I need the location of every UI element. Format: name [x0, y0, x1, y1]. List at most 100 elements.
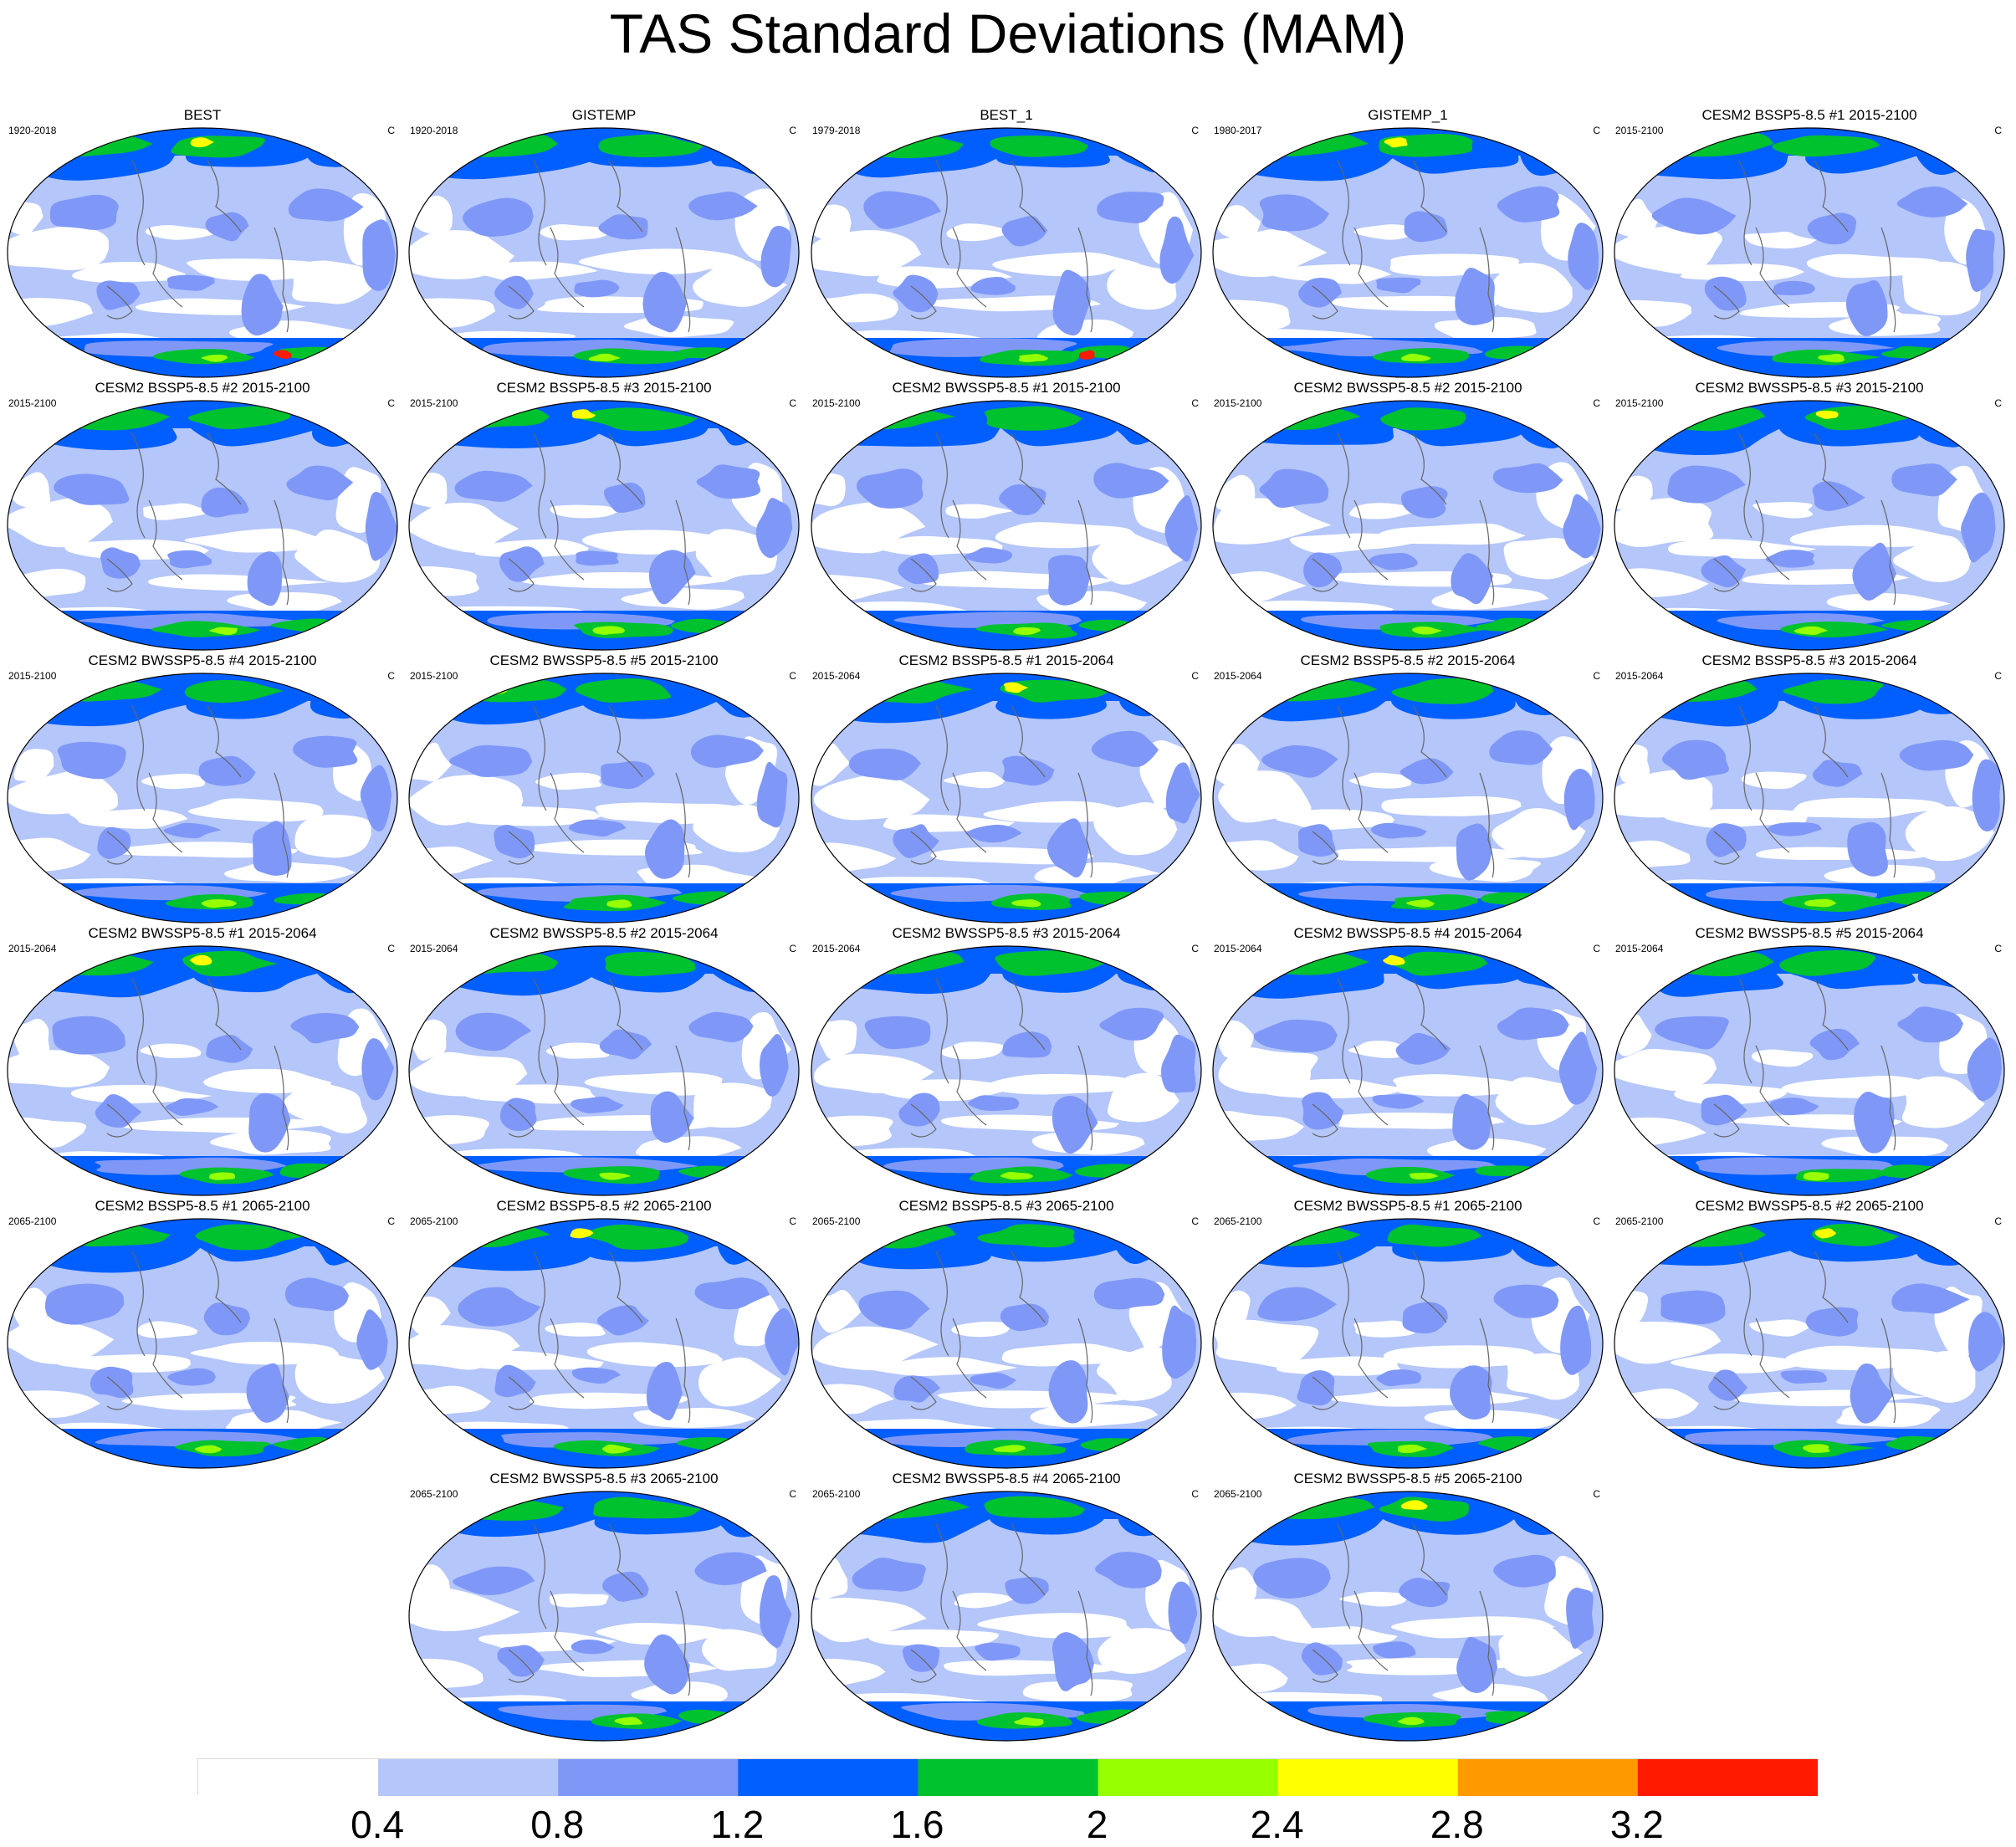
land-variability-patch: [497, 1645, 545, 1677]
coastline: [207, 705, 242, 778]
panel-title: CESM2 BWSSP5-8.5 #4 2015-2100: [88, 652, 317, 668]
coastline: [550, 1045, 585, 1126]
land-variability-patch: [1660, 1290, 1726, 1325]
north-very-high-patch: [437, 678, 567, 703]
world-map: [7, 127, 398, 378]
map-border: [811, 673, 1202, 924]
panel-title: CESM2 BSSP5-8.5 #3 2015-2100: [496, 380, 712, 396]
south-mid-patch: [1286, 1429, 1495, 1447]
map-border: [1614, 673, 2005, 924]
land-variability-patch: [1812, 760, 1863, 787]
land-variability-patch: [1376, 277, 1421, 294]
low-variability-patch: [108, 842, 299, 858]
low-variability-patch: [811, 502, 926, 554]
coastline: [675, 499, 691, 606]
north-very-high-patch: [1387, 1224, 1482, 1247]
south-very-high-patch: [1390, 894, 1478, 911]
land-variability-patch: [206, 1034, 253, 1063]
land-variability-patch: [458, 1287, 541, 1327]
panel-units: C: [789, 670, 796, 682]
land-variability-patch: [1497, 1007, 1569, 1041]
north-very-high-patch: [995, 950, 1104, 976]
north-very-high-patch: [1772, 135, 1881, 157]
low-variability-patch: [868, 1629, 1000, 1648]
land-variability-patch: [1899, 739, 1974, 771]
map-field: [409, 1219, 799, 1468]
land-variability-patch: [1395, 1032, 1451, 1065]
north-peak-patch: [1384, 137, 1408, 148]
low-variability-patch: [184, 528, 329, 553]
coastline: [131, 1251, 146, 1357]
low-variability-patch: [186, 258, 321, 281]
coastline: [1011, 705, 1046, 778]
land-variability-patch: [571, 1367, 621, 1384]
coastline: [1713, 1376, 1740, 1410]
panel-title: BEST_1: [980, 107, 1033, 123]
land-variability-patch: [604, 482, 646, 513]
panel-units: C: [789, 1215, 796, 1227]
coastline: [1814, 432, 1849, 505]
panel-title: CESM2 BSSP5-8.5 #2 2015-2100: [95, 380, 310, 396]
world-map: [1212, 945, 1604, 1196]
map-field: [1213, 946, 1603, 1195]
low-variability-patch: [1892, 1350, 1976, 1403]
land-variability-patch: [1706, 823, 1747, 857]
coastline: [1814, 160, 1849, 233]
coastline: [1077, 1590, 1093, 1696]
north-extreme-patch: [455, 136, 496, 149]
map-panel: GISTEMP_1 1980-2017 C: [1207, 107, 1609, 380]
north-high-patch: [304, 128, 371, 167]
land-variability-patch: [1253, 1558, 1331, 1599]
north-very-high-patch: [187, 406, 292, 430]
map-panel: CESM2 BWSSP5-8.5 #3 2015-2100 2015-2100 C: [1609, 380, 2010, 652]
map-border: [7, 673, 398, 924]
coastline: [910, 1376, 937, 1410]
low-variability-patch: [811, 1598, 927, 1643]
map-field: [811, 401, 1201, 650]
map-panel: CESM2 BSSP5-8.5 #3 2015-2100 2015-2100 C: [403, 380, 805, 652]
low-variability-patch: [693, 259, 787, 307]
land-variability-patch: [1005, 1577, 1049, 1604]
land-variability-patch: [968, 1095, 1020, 1111]
low-variability-patch: [460, 1084, 596, 1104]
low-variability-patch: [142, 503, 214, 520]
panel-period: 2015-2064: [8, 943, 57, 954]
low-variability-patch: [203, 1068, 331, 1093]
coastline: [106, 831, 133, 865]
land-variability-patch: [201, 487, 249, 518]
land-variability-patch: [165, 1097, 219, 1116]
north-extreme-patch: [1661, 681, 1699, 695]
land-variability-patch: [1456, 823, 1492, 881]
land-variability-patch: [1497, 186, 1560, 223]
low-variability-patch: [1614, 498, 1714, 547]
low-variability-patch: [545, 1323, 606, 1337]
colorbar-swatch: [198, 1759, 379, 1796]
coastline: [508, 1649, 535, 1683]
land-variability-patch: [601, 760, 655, 790]
map-border: [408, 127, 800, 378]
land-variability-patch: [596, 1305, 649, 1336]
panel-units: C: [1994, 1215, 2002, 1227]
north-high-patch: [310, 673, 372, 719]
north-very-high-patch: [1380, 407, 1466, 431]
world-map: [1614, 1218, 2005, 1469]
south-extreme-patch: [194, 1445, 223, 1454]
low-variability-patch: [1213, 229, 1328, 278]
land-variability-patch: [1891, 463, 1957, 497]
map-field: [811, 673, 1201, 923]
land-variability-patch: [1961, 492, 1996, 563]
land-variability-patch: [247, 551, 283, 606]
low-variability-patch: [693, 804, 780, 852]
north-high-patch: [1113, 1491, 1185, 1537]
north-extreme-patch: [1647, 134, 1681, 150]
coastline: [1312, 1103, 1338, 1138]
land-variability-patch: [1704, 276, 1747, 311]
north-extreme-patch: [849, 1225, 893, 1240]
low-variability-patch: [815, 1290, 862, 1333]
coastline: [675, 1045, 691, 1151]
colorbar-swatch: [738, 1759, 918, 1796]
south-extreme-patch: [606, 899, 632, 908]
colorbar-tick-label: 0.4: [350, 1803, 405, 1846]
panel-units: C: [1593, 670, 1600, 682]
north-peak-patch: [1814, 1228, 1837, 1239]
